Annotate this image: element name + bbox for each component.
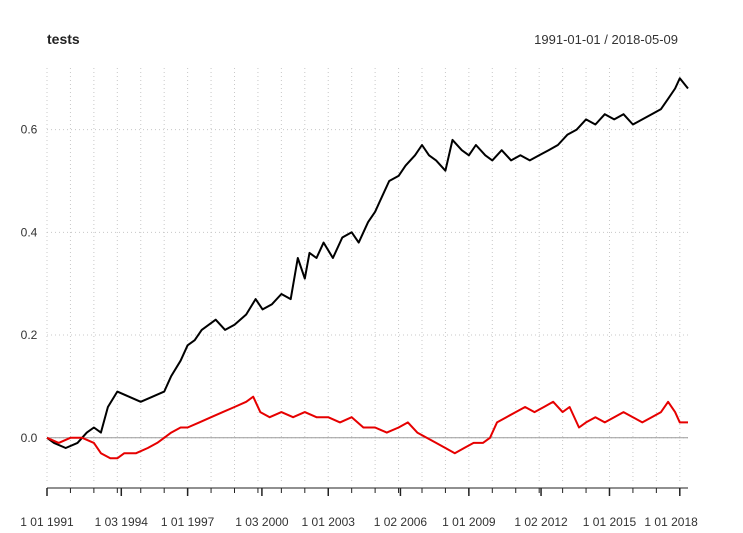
y-tick-label: 0.6 bbox=[21, 123, 38, 137]
x-tick-label: 1 03 1994 bbox=[95, 515, 149, 529]
y-tick-label: 0.2 bbox=[21, 328, 38, 342]
x-tick-label: 1 01 1997 bbox=[161, 515, 215, 529]
x-tick-label: 1 02 2006 bbox=[374, 515, 428, 529]
series-group bbox=[46, 77, 689, 460]
series-line-2 bbox=[46, 395, 688, 460]
x-tick-label: 1 01 2003 bbox=[302, 515, 356, 529]
x-tick-label: 1 02 2012 bbox=[514, 515, 568, 529]
chart-title: tests bbox=[47, 31, 80, 47]
x-tick-label: 1 01 1991 bbox=[20, 515, 74, 529]
y-axis: 0.0 0.2 0.4 0.6 bbox=[21, 123, 38, 445]
series-line-1 bbox=[46, 77, 689, 449]
chart-date-range: 1991-01-01 / 2018-05-09 bbox=[534, 32, 678, 47]
x-tick-label: 1 01 2015 bbox=[583, 515, 637, 529]
x-tick-label: 1 03 2000 bbox=[235, 515, 289, 529]
y-tick-label: 0.4 bbox=[21, 225, 38, 239]
x-tick-label: 1 01 2018 bbox=[644, 515, 698, 529]
x-axis: 1 01 1991 1 03 1994 1 01 1997 1 03 2000 1 01… bbox=[20, 487, 698, 529]
y-tick-label: 0.0 bbox=[21, 431, 38, 445]
x-tick-label: 1 01 2009 bbox=[442, 515, 496, 529]
